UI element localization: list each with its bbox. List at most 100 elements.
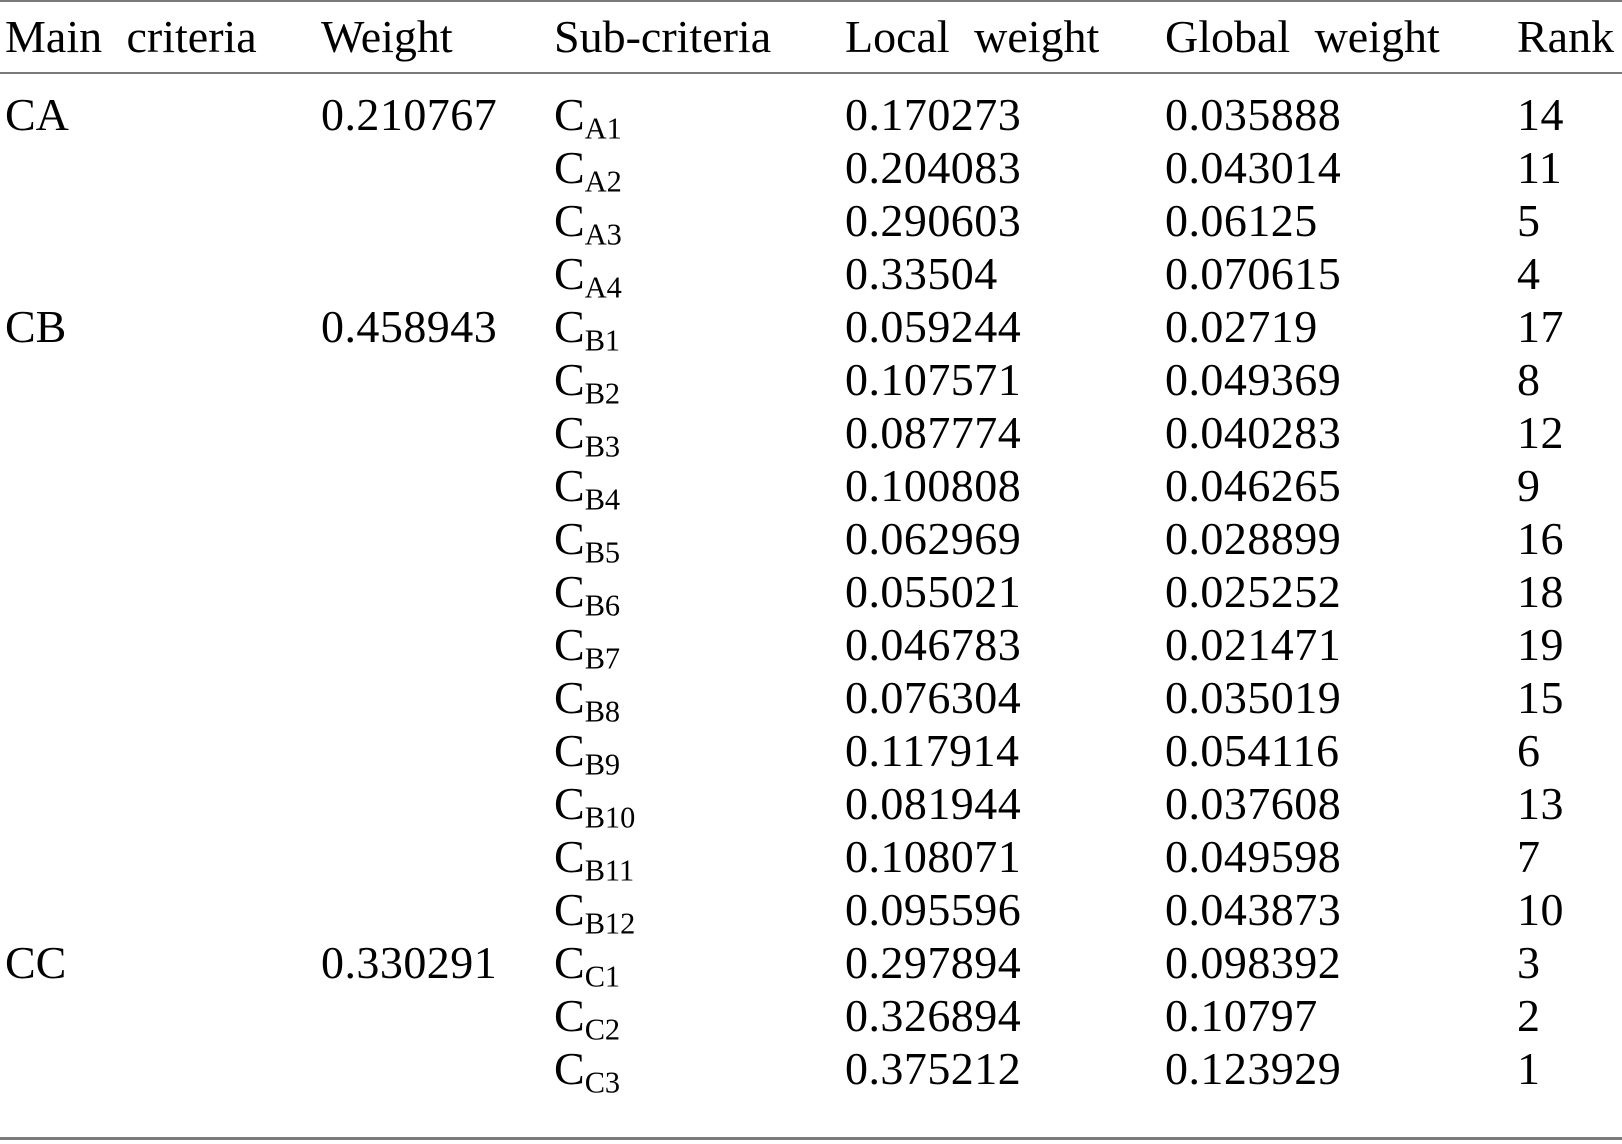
table-bottom-rule <box>0 1137 1622 1140</box>
rank-cell: 16 <box>1517 513 1564 564</box>
sub-criteria-base: C <box>554 1043 585 1094</box>
rank-cell: 4 <box>1517 248 1541 299</box>
main-criteria-cell <box>0 141 316 194</box>
global-weight-cell: 0.049598 <box>1165 831 1342 882</box>
local-weight-cell: 0.170273 <box>845 89 1022 140</box>
sub-criteria-cell: CC1 <box>549 936 840 992</box>
weight-cell <box>316 883 549 936</box>
sub-criteria-subscript: B9 <box>584 747 621 782</box>
col-header-local-weight: Local weight <box>845 10 1100 62</box>
weight-cell <box>316 671 549 724</box>
sub-criteria-cell: CB3 <box>549 406 840 462</box>
rank-cell: 2 <box>1517 990 1541 1041</box>
sub-criteria-base: C <box>554 354 585 405</box>
sub-criteria-subscript: B6 <box>584 588 621 623</box>
local-weight-cell: 0.059244 <box>845 301 1022 352</box>
table-row: CA 0.210767 CA1 0.170273 0.035888 14 <box>0 72 1622 144</box>
weight-cell <box>316 194 549 247</box>
local-weight-cell: 0.117914 <box>845 725 1020 776</box>
sub-criteria-subscript: C2 <box>584 1012 621 1047</box>
sub-criteria-cell: CA1 <box>549 72 840 144</box>
local-weight-cell: 0.375212 <box>845 1043 1022 1094</box>
main-criteria-cell: CC <box>5 937 67 988</box>
sub-criteria-base: C <box>554 725 585 776</box>
weight-cell <box>316 989 549 1042</box>
weight-cell <box>316 141 549 194</box>
col-header-rank: Rank <box>1517 10 1615 62</box>
sub-criteria-base: C <box>554 672 585 723</box>
sub-criteria-base: C <box>554 884 585 935</box>
main-criteria-cell: CA <box>5 89 69 140</box>
global-weight-cell: 0.049369 <box>1165 354 1342 405</box>
sub-criteria-subscript: A2 <box>584 164 622 199</box>
sub-criteria-base: C <box>554 301 585 352</box>
criteria-weights-table: Main criteria Weight Sub-criteria Local … <box>0 0 1622 1098</box>
rank-cell: 14 <box>1517 89 1564 140</box>
global-weight-cell: 0.035019 <box>1165 672 1342 723</box>
local-weight-cell: 0.076304 <box>845 672 1022 723</box>
main-criteria-cell <box>0 194 316 247</box>
local-weight-cell: 0.108071 <box>845 831 1022 882</box>
sub-criteria-cell: CA3 <box>549 194 840 250</box>
table-body: CA 0.210767 CA1 0.170273 0.035888 14 CA2… <box>0 72 1622 1098</box>
weight-cell <box>316 618 549 671</box>
sub-criteria-subscript: B7 <box>584 641 621 676</box>
sub-criteria-cell: CB2 <box>549 353 840 409</box>
local-weight-cell: 0.326894 <box>845 990 1022 1041</box>
rank-cell: 10 <box>1517 884 1564 935</box>
local-weight-cell: 0.081944 <box>845 778 1022 829</box>
rank-cell: 13 <box>1517 778 1564 829</box>
weight-cell <box>316 830 549 883</box>
table-row: CB 0.458943 CB1 0.059244 0.02719 17 <box>0 300 1622 356</box>
sub-criteria-base: C <box>554 142 585 193</box>
main-criteria-cell <box>0 247 316 300</box>
sub-criteria-base: C <box>554 937 585 988</box>
table-row: CB10 0.081944 0.037608 13 <box>0 777 1622 833</box>
global-weight-cell: 0.040283 <box>1165 407 1342 458</box>
sub-criteria-subscript: B4 <box>584 482 621 517</box>
main-criteria-cell <box>0 565 316 618</box>
table-row: CB12 0.095596 0.043873 10 <box>0 883 1622 939</box>
sub-criteria-subscript: B5 <box>584 535 621 570</box>
main-criteria-cell <box>0 883 316 936</box>
main-criteria-cell <box>0 406 316 459</box>
rank-cell: 8 <box>1517 354 1541 405</box>
sub-criteria-subscript: B2 <box>584 376 621 411</box>
rank-cell: 7 <box>1517 831 1541 882</box>
header-row: Main criteria Weight Sub-criteria Local … <box>0 0 1622 72</box>
sub-criteria-subscript: C1 <box>584 959 621 994</box>
table-row: CC2 0.326894 0.10797 2 <box>0 989 1622 1045</box>
table-header: Main criteria Weight Sub-criteria Local … <box>0 0 1622 72</box>
sub-criteria-cell: CB8 <box>549 671 840 727</box>
table-row: CA3 0.290603 0.06125 5 <box>0 194 1622 250</box>
col-header-global-weight: Global weight <box>1165 10 1440 62</box>
sub-criteria-base: C <box>554 831 585 882</box>
main-criteria-cell <box>0 989 316 1042</box>
sub-criteria-subscript: C3 <box>584 1065 621 1100</box>
sub-criteria-base: C <box>554 513 585 564</box>
table-row: CB11 0.108071 0.049598 7 <box>0 830 1622 886</box>
main-criteria-cell <box>0 830 316 883</box>
weight-cell <box>316 565 549 618</box>
local-weight-cell: 0.095596 <box>845 884 1022 935</box>
sub-criteria-subscript: A3 <box>584 217 622 252</box>
weight-cell <box>316 406 549 459</box>
rank-cell: 11 <box>1517 142 1563 193</box>
weight-cell <box>316 247 549 300</box>
main-criteria-cell <box>0 671 316 724</box>
sub-criteria-subscript: B12 <box>584 906 636 941</box>
table-row: CB6 0.055021 0.025252 18 <box>0 565 1622 621</box>
sub-criteria-cell: CC2 <box>549 989 840 1045</box>
rank-cell: 1 <box>1517 1043 1541 1094</box>
global-weight-cell: 0.054116 <box>1165 725 1340 776</box>
local-weight-cell: 0.204083 <box>845 142 1022 193</box>
table-row: CB7 0.046783 0.021471 19 <box>0 618 1622 674</box>
sub-criteria-base: C <box>554 778 585 829</box>
sub-criteria-base: C <box>554 248 585 299</box>
main-criteria-cell <box>0 512 316 565</box>
col-header-main-criteria: Main criteria <box>5 10 257 62</box>
weight-cell <box>316 1042 549 1095</box>
global-weight-cell: 0.035888 <box>1165 89 1342 140</box>
sub-criteria-cell: CB10 <box>549 777 840 833</box>
sub-criteria-base: C <box>554 990 585 1041</box>
